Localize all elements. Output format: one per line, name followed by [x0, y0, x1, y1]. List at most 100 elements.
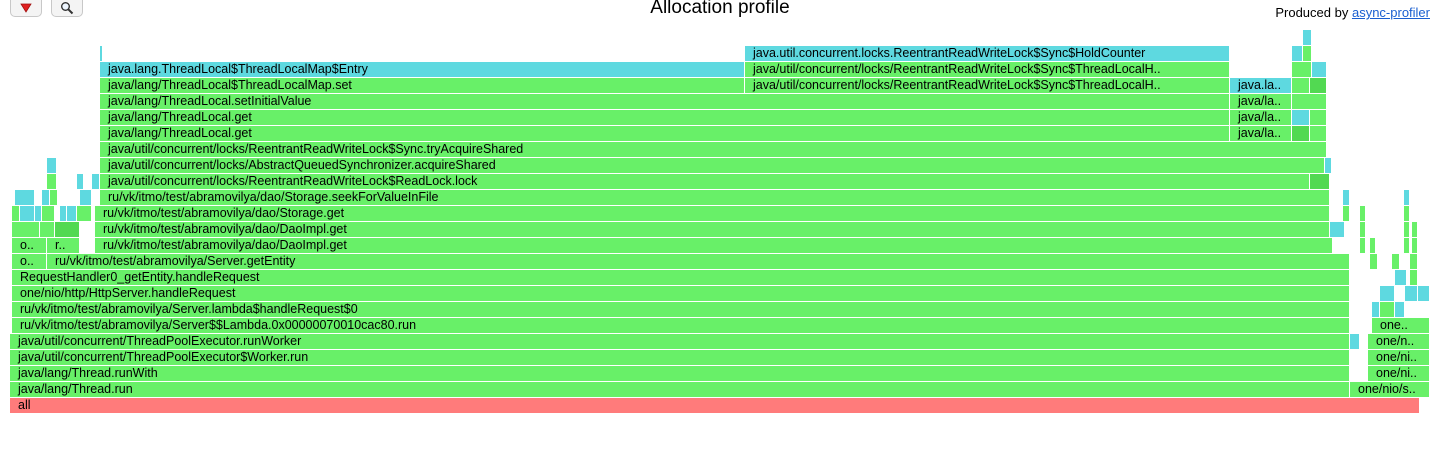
- flame-frame[interactable]: [80, 190, 92, 205]
- flame-frame[interactable]: [1370, 254, 1378, 269]
- flame-frame[interactable]: [1303, 46, 1312, 61]
- flame-frame[interactable]: [1292, 110, 1310, 125]
- flame-frame[interactable]: ru/vk/itmo/test/abramovilya/dao/Storage.…: [100, 190, 1330, 205]
- flame-frame[interactable]: [1310, 126, 1327, 141]
- flame-frame[interactable]: one/nio/s..: [1350, 382, 1430, 397]
- flame-frame[interactable]: one/nio/http/HttpServer.handleRequest: [12, 286, 1350, 301]
- flame-frame[interactable]: [1380, 302, 1395, 317]
- flame-frame[interactable]: [1360, 222, 1366, 237]
- flame-frame[interactable]: [1404, 238, 1410, 253]
- flame-frame[interactable]: [1292, 62, 1312, 77]
- flame-frame[interactable]: [1410, 270, 1418, 285]
- flame-frame[interactable]: [50, 190, 58, 205]
- flame-frame[interactable]: [42, 190, 50, 205]
- flame-frame[interactable]: [1303, 30, 1312, 45]
- flame-frame[interactable]: java/lang/ThreadLocal.get: [100, 126, 1230, 141]
- flame-frame[interactable]: [40, 222, 55, 237]
- flame-frame[interactable]: [12, 222, 40, 237]
- flame-frame[interactable]: java/la..: [1230, 94, 1292, 109]
- flame-frame[interactable]: [1395, 302, 1405, 317]
- flame-frame[interactable]: ru/vk/itmo/test/abramovilya/Server.getEn…: [47, 254, 1350, 269]
- flame-frame[interactable]: [1410, 254, 1418, 269]
- flame-frame[interactable]: java/util/concurrent/locks/ReentrantRead…: [100, 142, 1327, 157]
- flame-frame[interactable]: [1350, 334, 1360, 349]
- flame-frame[interactable]: java/util/concurrent/locks/ReentrantRead…: [100, 174, 1310, 189]
- flame-frame[interactable]: java/util/concurrent/locks/ReentrantRead…: [745, 62, 1230, 77]
- flame-frame[interactable]: one/ni..: [1368, 366, 1430, 381]
- flame-frame[interactable]: [1372, 302, 1380, 317]
- flame-frame[interactable]: [1404, 222, 1410, 237]
- flame-frame[interactable]: [100, 46, 103, 61]
- flame-frame[interactable]: [1404, 190, 1410, 205]
- flame-frame[interactable]: [1412, 222, 1418, 237]
- flame-frame[interactable]: java/lang/ThreadLocal.setInitialValue: [100, 94, 1230, 109]
- flame-frame[interactable]: [1292, 126, 1310, 141]
- flame-frame[interactable]: java.lang.ThreadLocal$ThreadLocalMap$Ent…: [100, 62, 745, 77]
- root-frame[interactable]: all: [10, 398, 1420, 413]
- flame-frame[interactable]: [1292, 46, 1303, 61]
- flame-frame[interactable]: [1312, 62, 1327, 77]
- flame-frame[interactable]: [55, 222, 80, 237]
- flame-frame[interactable]: r..: [47, 238, 80, 253]
- page-title: Allocation profile: [650, 0, 790, 18]
- flame-frame[interactable]: [1370, 238, 1376, 253]
- flame-frame[interactable]: [77, 174, 84, 189]
- flame-frame[interactable]: [1412, 238, 1418, 253]
- flame-frame[interactable]: [1395, 270, 1407, 285]
- flame-frame[interactable]: ru/vk/itmo/test/abramovilya/dao/DaoImpl.…: [95, 238, 1333, 253]
- flame-frame[interactable]: [1325, 158, 1332, 173]
- flame-frame[interactable]: [12, 206, 20, 221]
- flame-frame[interactable]: ru/vk/itmo/test/abramovilya/Server.lambd…: [12, 302, 1350, 317]
- reverse-button[interactable]: [10, 0, 42, 17]
- flame-frame[interactable]: [1418, 286, 1430, 301]
- flame-frame[interactable]: ru/vk/itmo/test/abramovilya/dao/Storage.…: [95, 206, 1330, 221]
- flame-frame[interactable]: [1392, 254, 1400, 269]
- flame-frame[interactable]: [1292, 94, 1327, 109]
- flame-frame[interactable]: [47, 158, 57, 173]
- flame-frame[interactable]: one/ni..: [1368, 350, 1430, 365]
- flame-frame[interactable]: [1343, 190, 1350, 205]
- flame-frame[interactable]: java.la..: [1230, 78, 1292, 93]
- flame-frame[interactable]: [1310, 78, 1327, 93]
- flame-frame[interactable]: [20, 206, 35, 221]
- flame-frame[interactable]: [1310, 110, 1327, 125]
- flame-frame[interactable]: [35, 206, 42, 221]
- flame-frame[interactable]: [47, 174, 57, 189]
- flame-frame[interactable]: RequestHandler0_getEntity.handleRequest: [12, 270, 1350, 285]
- async-profiler-link[interactable]: async-profiler: [1351, 5, 1430, 20]
- flame-frame[interactable]: java/util/concurrent/locks/ReentrantRead…: [745, 78, 1230, 93]
- flame-frame[interactable]: java/lang/ThreadLocal$ThreadLocalMap.set: [100, 78, 745, 93]
- flame-frame[interactable]: one..: [1372, 318, 1430, 333]
- flame-frame[interactable]: [1330, 222, 1345, 237]
- flame-frame[interactable]: java/util/concurrent/ThreadPoolExecutor.…: [10, 334, 1350, 349]
- flame-frame[interactable]: o..: [12, 254, 47, 269]
- flame-frame[interactable]: java/util/concurrent/locks/AbstractQueue…: [100, 158, 1325, 173]
- flame-frame[interactable]: [67, 206, 77, 221]
- flame-frame[interactable]: [60, 206, 67, 221]
- flame-frame[interactable]: [1310, 174, 1330, 189]
- flame-frame[interactable]: [77, 206, 92, 221]
- flame-frame[interactable]: java/lang/Thread.run: [10, 382, 1350, 397]
- produced-by: Produced by async-profiler: [1275, 5, 1430, 20]
- flame-frame[interactable]: java/la..: [1230, 110, 1292, 125]
- flame-frame[interactable]: [15, 190, 35, 205]
- flame-frame[interactable]: one/n..: [1368, 334, 1430, 349]
- flame-frame[interactable]: java.util.concurrent.locks.ReentrantRead…: [745, 46, 1230, 61]
- flame-frame[interactable]: [1343, 206, 1350, 221]
- flame-frame[interactable]: o..: [12, 238, 47, 253]
- flame-frame[interactable]: ru/vk/itmo/test/abramovilya/dao/DaoImpl.…: [95, 222, 1330, 237]
- flame-frame[interactable]: [42, 206, 55, 221]
- flame-frame[interactable]: [1404, 206, 1410, 221]
- flame-frame[interactable]: java/lang/Thread.runWith: [10, 366, 1350, 381]
- flame-frame[interactable]: [1292, 78, 1310, 93]
- flame-frame[interactable]: java/la..: [1230, 126, 1292, 141]
- flame-frame[interactable]: [1380, 286, 1395, 301]
- flame-frame[interactable]: java/util/concurrent/ThreadPoolExecutor$…: [10, 350, 1350, 365]
- flame-frame[interactable]: ru/vk/itmo/test/abramovilya/Server$$Lamb…: [12, 318, 1350, 333]
- flame-frame[interactable]: java/lang/ThreadLocal.get: [100, 110, 1230, 125]
- flame-frame[interactable]: [1360, 206, 1366, 221]
- flame-frame[interactable]: [92, 174, 100, 189]
- flame-frame[interactable]: [1360, 238, 1366, 253]
- flame-frame[interactable]: [1405, 286, 1418, 301]
- search-button[interactable]: [51, 0, 83, 17]
